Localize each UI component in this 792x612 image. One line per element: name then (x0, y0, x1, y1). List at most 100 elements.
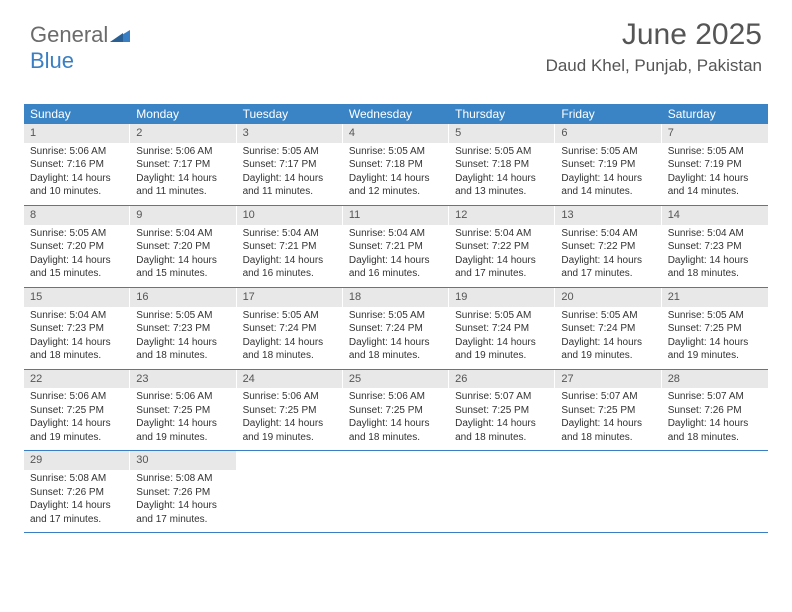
day-number: 22 (24, 370, 130, 389)
day-line: and 18 minutes. (455, 431, 549, 445)
day-cell: 8Sunrise: 5:05 AMSunset: 7:20 PMDaylight… (24, 206, 130, 287)
day-line: Daylight: 14 hours (349, 172, 443, 186)
day-line: and 18 minutes. (243, 349, 337, 363)
day-number: 13 (555, 206, 661, 225)
day-cell: 3Sunrise: 5:05 AMSunset: 7:17 PMDaylight… (237, 124, 343, 205)
day-line: Sunrise: 5:06 AM (136, 390, 230, 404)
day-line: Sunrise: 5:05 AM (30, 227, 124, 241)
day-content: Sunrise: 5:08 AMSunset: 7:26 PMDaylight:… (24, 470, 130, 532)
day-content: Sunrise: 5:05 AMSunset: 7:18 PMDaylight:… (343, 143, 449, 205)
logo-mark-icon (108, 22, 130, 47)
day-line: Sunrise: 5:05 AM (668, 145, 762, 159)
day-number: 28 (662, 370, 768, 389)
day-line: Sunrise: 5:05 AM (243, 145, 337, 159)
day-header-row: SundayMondayTuesdayWednesdayThursdayFrid… (24, 104, 768, 124)
day-line: and 19 minutes. (668, 349, 762, 363)
day-content: Sunrise: 5:04 AMSunset: 7:22 PMDaylight:… (449, 225, 555, 287)
day-line: Sunset: 7:17 PM (136, 158, 230, 172)
day-content: Sunrise: 5:05 AMSunset: 7:24 PMDaylight:… (555, 307, 661, 369)
day-number (555, 451, 661, 470)
day-line: Sunset: 7:24 PM (243, 322, 337, 336)
day-number: 27 (555, 370, 661, 389)
day-line: and 18 minutes. (561, 431, 655, 445)
day-cell (449, 451, 555, 532)
day-line: Daylight: 14 hours (136, 172, 230, 186)
day-line: and 18 minutes. (668, 267, 762, 281)
day-line: and 16 minutes. (243, 267, 337, 281)
day-line: Sunrise: 5:05 AM (349, 309, 443, 323)
day-content: Sunrise: 5:06 AMSunset: 7:25 PMDaylight:… (343, 388, 449, 450)
day-line: and 18 minutes. (349, 349, 443, 363)
day-line: Sunset: 7:25 PM (455, 404, 549, 418)
day-content: Sunrise: 5:06 AMSunset: 7:25 PMDaylight:… (24, 388, 130, 450)
day-content: Sunrise: 5:05 AMSunset: 7:18 PMDaylight:… (449, 143, 555, 205)
day-line: Daylight: 14 hours (136, 336, 230, 350)
day-line: Daylight: 14 hours (30, 172, 124, 186)
day-line: Daylight: 14 hours (30, 336, 124, 350)
day-line: Daylight: 14 hours (349, 254, 443, 268)
day-line: Sunset: 7:18 PM (455, 158, 549, 172)
month-title: June 2025 (546, 18, 762, 52)
day-line: Sunset: 7:21 PM (243, 240, 337, 254)
day-line: Sunset: 7:19 PM (668, 158, 762, 172)
day-line: and 15 minutes. (136, 267, 230, 281)
day-line: and 17 minutes. (455, 267, 549, 281)
logo-text-blue: Blue (30, 48, 74, 73)
day-cell: 11Sunrise: 5:04 AMSunset: 7:21 PMDayligh… (343, 206, 449, 287)
day-line: Sunrise: 5:05 AM (561, 309, 655, 323)
day-line: Sunrise: 5:06 AM (136, 145, 230, 159)
day-cell: 16Sunrise: 5:05 AMSunset: 7:23 PMDayligh… (130, 288, 236, 369)
day-number: 7 (662, 124, 768, 143)
day-line: Daylight: 14 hours (349, 417, 443, 431)
day-line: Daylight: 14 hours (30, 417, 124, 431)
day-cell: 17Sunrise: 5:05 AMSunset: 7:24 PMDayligh… (237, 288, 343, 369)
day-line: Sunrise: 5:04 AM (243, 227, 337, 241)
day-line: Sunrise: 5:07 AM (668, 390, 762, 404)
day-line: and 14 minutes. (561, 185, 655, 199)
day-line: and 19 minutes. (561, 349, 655, 363)
day-header: Sunday (24, 104, 130, 124)
day-number: 25 (343, 370, 449, 389)
day-line: Sunset: 7:22 PM (455, 240, 549, 254)
day-cell: 6Sunrise: 5:05 AMSunset: 7:19 PMDaylight… (555, 124, 661, 205)
day-content: Sunrise: 5:08 AMSunset: 7:26 PMDaylight:… (130, 470, 236, 532)
day-cell: 12Sunrise: 5:04 AMSunset: 7:22 PMDayligh… (449, 206, 555, 287)
day-line: Sunrise: 5:06 AM (243, 390, 337, 404)
day-line: Daylight: 14 hours (561, 172, 655, 186)
day-number: 8 (24, 206, 130, 225)
day-cell (237, 451, 343, 532)
day-line: and 19 minutes. (243, 431, 337, 445)
day-cell: 22Sunrise: 5:06 AMSunset: 7:25 PMDayligh… (24, 370, 130, 451)
day-number (343, 451, 449, 470)
week-row: 8Sunrise: 5:05 AMSunset: 7:20 PMDaylight… (24, 206, 768, 288)
day-content: Sunrise: 5:04 AMSunset: 7:22 PMDaylight:… (555, 225, 661, 287)
day-number: 2 (130, 124, 236, 143)
day-line: Daylight: 14 hours (349, 336, 443, 350)
day-cell: 30Sunrise: 5:08 AMSunset: 7:26 PMDayligh… (130, 451, 236, 532)
day-line: and 18 minutes. (136, 349, 230, 363)
day-header: Monday (130, 104, 236, 124)
day-line: Daylight: 14 hours (243, 254, 337, 268)
day-content: Sunrise: 5:04 AMSunset: 7:21 PMDaylight:… (237, 225, 343, 287)
day-line: Sunset: 7:22 PM (561, 240, 655, 254)
week-row: 15Sunrise: 5:04 AMSunset: 7:23 PMDayligh… (24, 288, 768, 370)
day-line: Sunrise: 5:05 AM (243, 309, 337, 323)
day-line: Sunrise: 5:06 AM (349, 390, 443, 404)
day-content: Sunrise: 5:05 AMSunset: 7:20 PMDaylight:… (24, 225, 130, 287)
day-cell: 25Sunrise: 5:06 AMSunset: 7:25 PMDayligh… (343, 370, 449, 451)
day-line: and 14 minutes. (668, 185, 762, 199)
day-content: Sunrise: 5:04 AMSunset: 7:23 PMDaylight:… (24, 307, 130, 369)
day-line: Sunrise: 5:05 AM (455, 145, 549, 159)
day-cell: 4Sunrise: 5:05 AMSunset: 7:18 PMDaylight… (343, 124, 449, 205)
day-line: Sunrise: 5:04 AM (668, 227, 762, 241)
day-number: 12 (449, 206, 555, 225)
day-line: and 18 minutes. (30, 349, 124, 363)
day-content: Sunrise: 5:04 AMSunset: 7:20 PMDaylight:… (130, 225, 236, 287)
day-line: Sunset: 7:26 PM (30, 486, 124, 500)
day-line: Daylight: 14 hours (455, 254, 549, 268)
week-row: 29Sunrise: 5:08 AMSunset: 7:26 PMDayligh… (24, 451, 768, 533)
day-line: Sunrise: 5:08 AM (30, 472, 124, 486)
day-line: and 12 minutes. (349, 185, 443, 199)
day-line: Sunset: 7:17 PM (243, 158, 337, 172)
day-number: 20 (555, 288, 661, 307)
